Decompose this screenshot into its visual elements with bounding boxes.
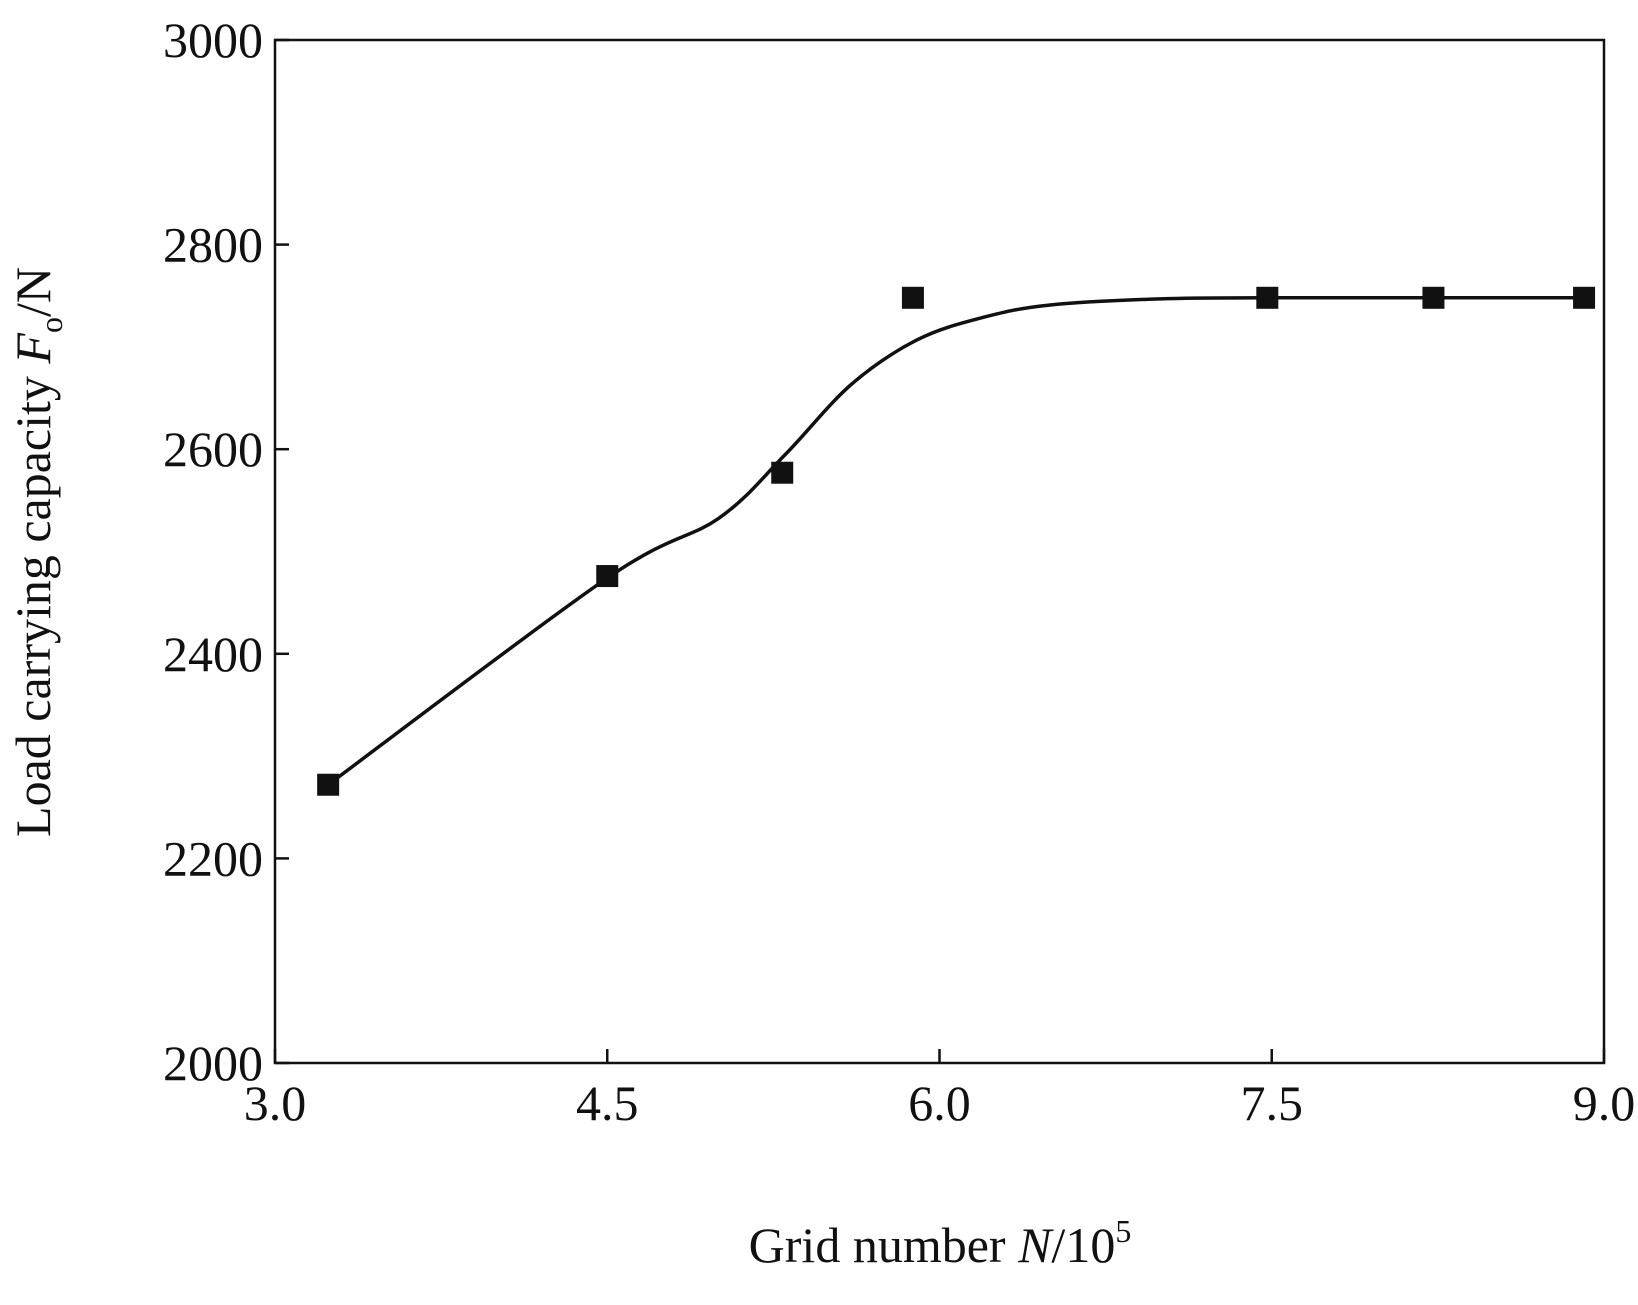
x-label-symbol: N [1017,1217,1054,1273]
fit-line [327,295,1585,787]
y-tick-label: 2800 [163,217,263,273]
y-label-subscript: o [33,317,69,333]
x-tick-label: 7.5 [1241,1075,1304,1131]
y-tick-label: 2400 [163,626,263,682]
y-tick-label: 2200 [163,830,263,886]
y-tick-label: 2600 [163,421,263,477]
y-tick-label: 3000 [163,12,263,68]
x-label-superscript: 5 [1115,1213,1131,1249]
y-axis-label: Load carrying capacity Fo/N [5,267,69,837]
y-label-unit: /N [5,267,61,317]
plot-frame [273,38,1606,1065]
x-label-text: Grid number [749,1217,1018,1273]
data-point [771,461,794,484]
x-axis-label: Grid number N/105 [749,1213,1132,1273]
x-tick-label: 9.0 [1573,1075,1636,1131]
data-point [901,286,924,309]
x-label-unit: /10 [1051,1217,1115,1273]
y-tick-label: 2000 [163,1035,263,1091]
x-tick-label: 3.0 [244,1075,307,1131]
x-tick-label: 4.5 [576,1075,639,1131]
x-tick-label: 6.0 [908,1075,971,1131]
y-label-text: Load carrying capacity [5,364,61,837]
y-label-symbol: F [5,333,61,365]
